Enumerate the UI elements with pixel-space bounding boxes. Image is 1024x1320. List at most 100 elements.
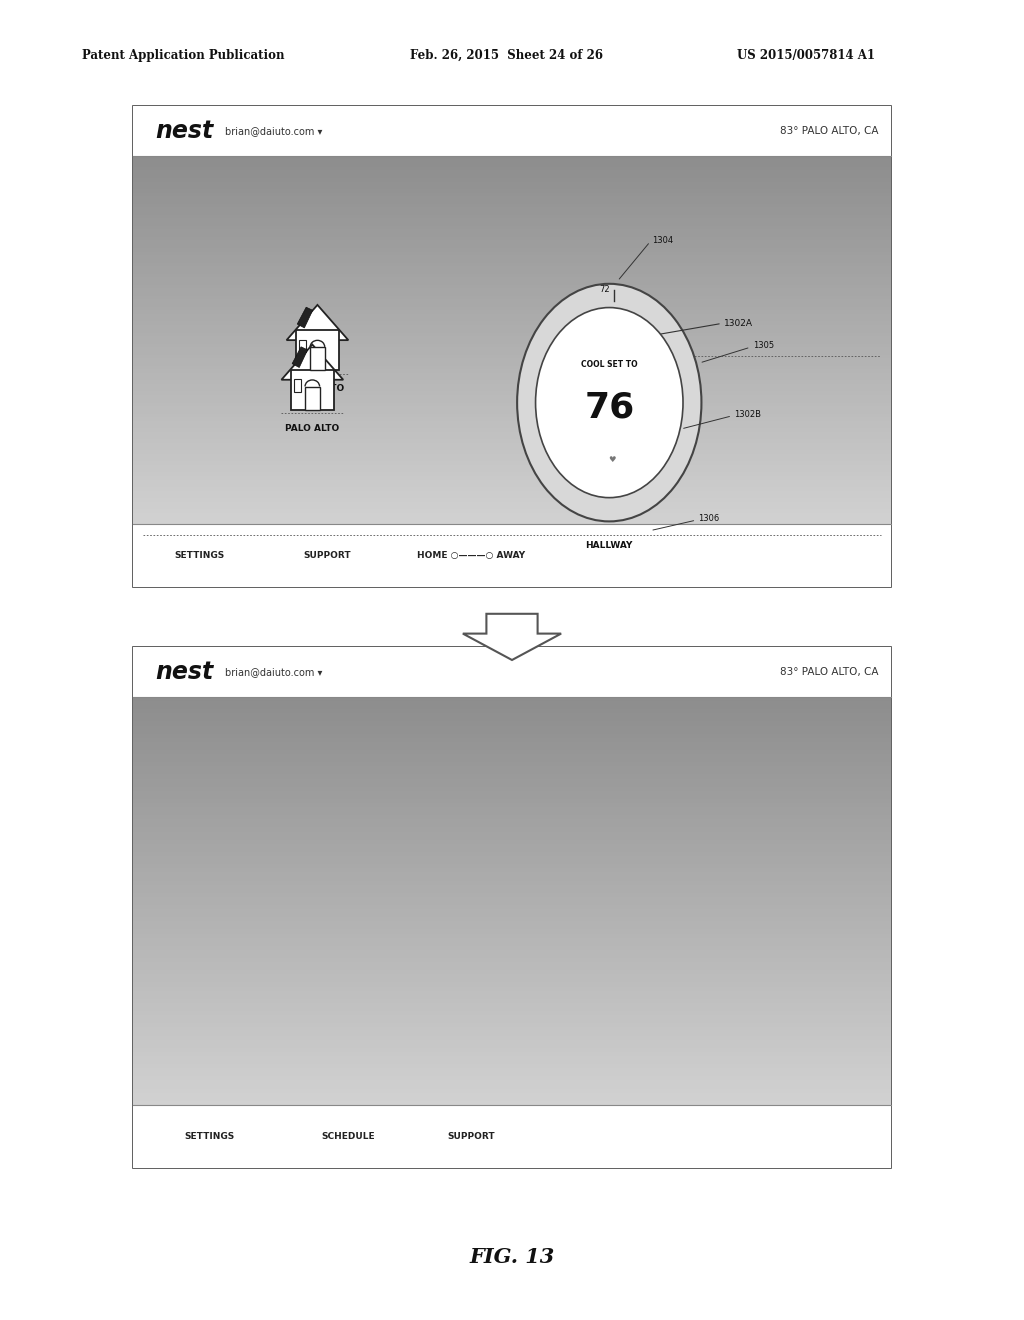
- Bar: [133, 214, 891, 218]
- Polygon shape: [282, 345, 343, 380]
- Bar: [133, 1080, 891, 1085]
- Bar: [133, 791, 891, 795]
- Bar: [133, 251, 891, 255]
- Bar: [133, 191, 891, 197]
- Bar: [133, 974, 891, 978]
- Bar: [133, 405, 891, 411]
- Bar: [133, 391, 891, 395]
- Bar: [133, 329, 891, 333]
- Bar: [133, 1019, 891, 1023]
- Bar: [133, 814, 891, 820]
- Text: HALLWAY: HALLWAY: [586, 541, 633, 550]
- Bar: [133, 777, 891, 783]
- Bar: [133, 222, 891, 226]
- Bar: [133, 387, 891, 392]
- Bar: [133, 725, 891, 730]
- Bar: [133, 325, 891, 329]
- Bar: [133, 261, 891, 267]
- Bar: [133, 900, 891, 906]
- Text: 1306: 1306: [698, 515, 720, 523]
- Bar: [133, 331, 891, 337]
- Bar: [133, 737, 891, 742]
- Bar: [133, 807, 891, 812]
- Polygon shape: [463, 614, 561, 660]
- Bar: [133, 339, 891, 343]
- Bar: [133, 701, 891, 705]
- Bar: [133, 920, 891, 925]
- Bar: [133, 871, 891, 876]
- Text: brian@daiuto.com ▾: brian@daiuto.com ▾: [225, 125, 323, 136]
- Bar: [133, 354, 891, 358]
- Bar: [133, 713, 891, 717]
- Bar: [133, 457, 891, 462]
- Bar: [133, 986, 891, 990]
- Bar: [133, 218, 891, 222]
- Bar: [133, 255, 891, 259]
- Bar: [133, 506, 891, 510]
- Bar: [133, 524, 891, 587]
- Bar: [133, 417, 891, 421]
- Bar: [133, 424, 891, 428]
- Bar: [133, 1023, 891, 1027]
- Bar: [133, 1096, 891, 1101]
- Bar: [133, 957, 891, 962]
- Bar: [133, 185, 891, 189]
- Bar: [133, 896, 891, 900]
- Bar: [133, 343, 891, 347]
- Bar: [133, 855, 891, 861]
- Bar: [133, 243, 891, 248]
- Bar: [296, 330, 339, 370]
- Bar: [133, 154, 891, 160]
- Bar: [133, 280, 891, 285]
- Bar: [133, 884, 891, 888]
- Bar: [133, 446, 891, 450]
- Circle shape: [517, 284, 701, 521]
- Bar: [133, 362, 891, 366]
- Bar: [133, 310, 891, 314]
- Bar: [133, 647, 891, 697]
- Bar: [133, 741, 891, 746]
- Bar: [133, 937, 891, 941]
- Bar: [133, 750, 891, 754]
- Bar: [133, 799, 891, 803]
- Bar: [133, 1002, 891, 1007]
- Bar: [133, 399, 891, 403]
- Bar: [133, 177, 891, 182]
- Text: HALLWAY: HALLWAY: [581, 428, 628, 437]
- Bar: [133, 516, 891, 520]
- Bar: [133, 859, 891, 865]
- Bar: [133, 1051, 891, 1056]
- Bar: [133, 413, 891, 417]
- Text: ♥: ♥: [608, 455, 616, 465]
- Text: PALO ALTO: PALO ALTO: [291, 384, 344, 393]
- Bar: [133, 1031, 891, 1035]
- Bar: [133, 1072, 891, 1076]
- Bar: [291, 370, 334, 409]
- Bar: [133, 428, 891, 432]
- Bar: [133, 822, 891, 828]
- Bar: [133, 697, 891, 701]
- Bar: [133, 436, 891, 440]
- Text: 72: 72: [599, 285, 609, 294]
- Text: nest: nest: [156, 119, 214, 143]
- Bar: [133, 347, 891, 351]
- Bar: [133, 469, 891, 473]
- Bar: [133, 766, 891, 771]
- Bar: [133, 306, 891, 310]
- Bar: [133, 1088, 891, 1093]
- Bar: [133, 195, 891, 199]
- Bar: [133, 502, 891, 506]
- Bar: [133, 836, 891, 840]
- Bar: [133, 321, 891, 325]
- Text: 1302A: 1302A: [724, 319, 753, 327]
- Bar: [133, 265, 891, 269]
- Polygon shape: [287, 305, 348, 341]
- Bar: [133, 520, 891, 524]
- Bar: [133, 203, 891, 207]
- Polygon shape: [297, 308, 312, 327]
- Bar: [133, 982, 891, 986]
- Bar: [133, 990, 891, 995]
- Bar: [133, 888, 891, 892]
- Text: nest: nest: [156, 660, 214, 684]
- Bar: [299, 339, 306, 352]
